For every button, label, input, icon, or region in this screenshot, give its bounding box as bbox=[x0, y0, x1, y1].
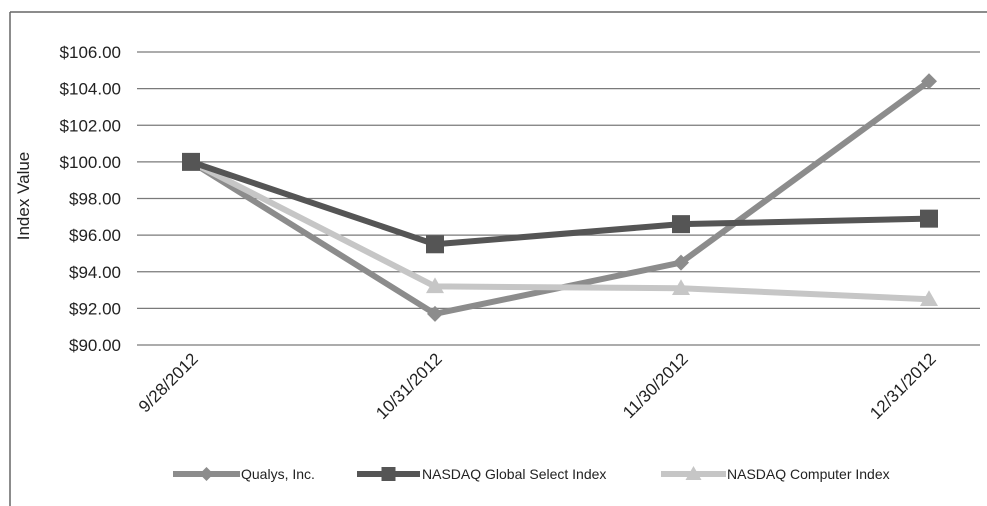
series-line bbox=[190, 159, 930, 248]
y-tick-label: $90.00 bbox=[69, 336, 121, 355]
y-tick-label: $94.00 bbox=[69, 263, 121, 282]
y-tick-label: $102.00 bbox=[60, 116, 121, 135]
square-marker bbox=[672, 215, 690, 234]
legend-item: NASDAQ Global Select Index bbox=[357, 466, 606, 482]
chart-border bbox=[9, 11, 987, 506]
y-axis-ticks: $90.00 $92.00 $94.00 $96.00 $98.00 $100.00 $10… bbox=[60, 43, 121, 355]
x-tick-label: 12/31/2012 bbox=[866, 349, 940, 423]
x-tick-label: 9/28/2012 bbox=[135, 349, 202, 416]
x-axis-ticks: 9/28/2012 10/31/2012 11/30/2012 12/31/2012 bbox=[135, 349, 940, 423]
triangle-marker bbox=[685, 466, 702, 480]
legend-item: Qualys, Inc. bbox=[173, 466, 315, 482]
x-tick-label: 10/31/2012 bbox=[372, 349, 446, 423]
legend-label: NASDAQ Computer Index bbox=[727, 466, 890, 482]
legend-label: NASDAQ Global Select Index bbox=[422, 466, 606, 482]
legend: Qualys, Inc. NASDAQ Global Select Index NA… bbox=[173, 466, 890, 482]
square-marker bbox=[182, 152, 200, 171]
legend-item: NASDAQ Computer Index bbox=[661, 466, 890, 482]
y-tick-label: $104.00 bbox=[60, 80, 121, 99]
triangle-marker bbox=[920, 290, 938, 306]
diamond-marker bbox=[199, 467, 214, 481]
legend-label: Qualys, Inc. bbox=[241, 466, 315, 482]
y-tick-label: $98.00 bbox=[69, 190, 121, 209]
triangle-marker bbox=[672, 279, 690, 295]
square-marker bbox=[920, 209, 938, 228]
x-tick-label: 11/30/2012 bbox=[619, 349, 692, 422]
y-tick-label: $96.00 bbox=[69, 226, 121, 245]
diamond-marker bbox=[427, 305, 443, 322]
y-tick-label: $100.00 bbox=[60, 153, 121, 172]
series-line bbox=[189, 159, 930, 303]
y-axis-title: Index Value bbox=[14, 152, 33, 241]
square-marker bbox=[381, 467, 396, 481]
square-marker bbox=[426, 235, 444, 254]
y-tick-label: $92.00 bbox=[69, 299, 121, 318]
series-lines bbox=[182, 73, 938, 322]
y-tick-label: $106.00 bbox=[60, 43, 121, 62]
diamond-marker bbox=[921, 73, 937, 90]
diamond-marker bbox=[673, 254, 689, 271]
series-nasdaq-global-select-index bbox=[182, 152, 938, 254]
triangle-marker bbox=[426, 277, 444, 294]
